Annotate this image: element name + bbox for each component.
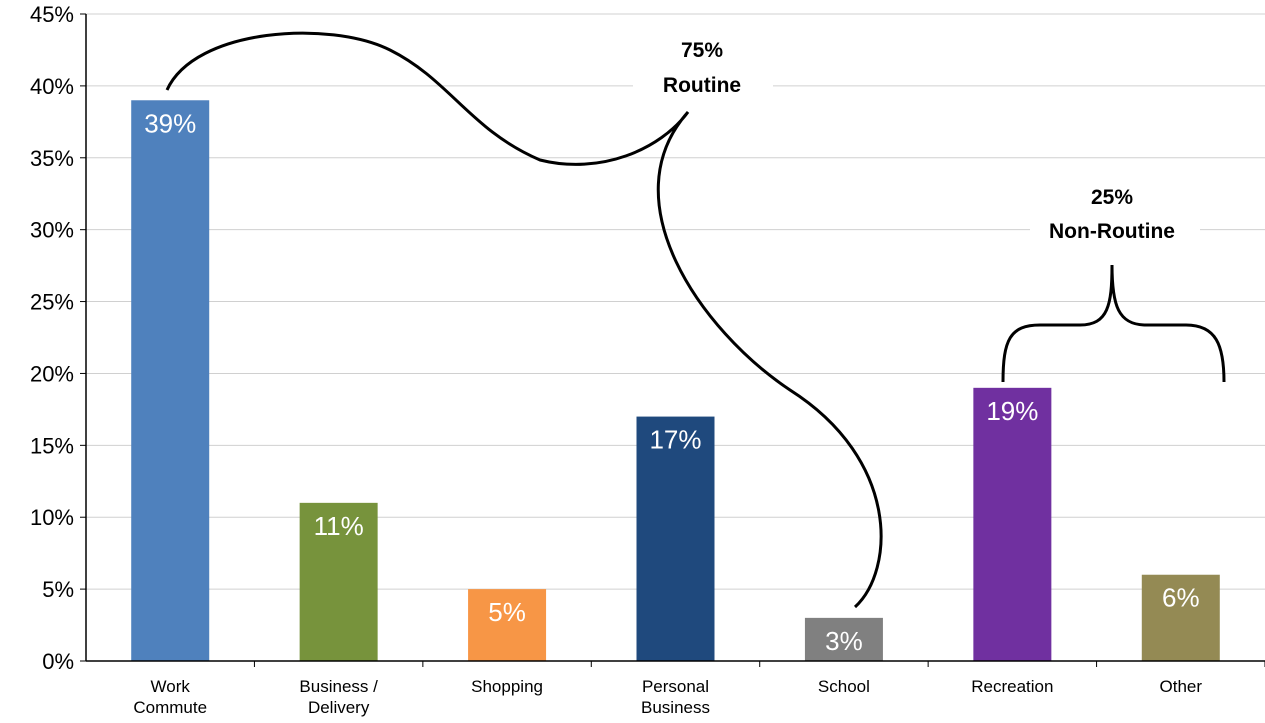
x-tick-label: Recreation bbox=[971, 677, 1053, 696]
data-label: 19% bbox=[986, 396, 1038, 426]
routine-label-bg bbox=[633, 28, 773, 104]
y-tick-label: 20% bbox=[30, 361, 74, 386]
non-routine-label-bg bbox=[1030, 176, 1200, 248]
x-tick-label: Other bbox=[1160, 677, 1203, 696]
bar bbox=[131, 100, 210, 662]
y-tick-label: 45% bbox=[30, 2, 74, 27]
x-tick-label: Shopping bbox=[471, 677, 543, 696]
y-tick-label: 5% bbox=[42, 577, 74, 602]
x-tick-label: School bbox=[818, 677, 870, 696]
y-tick-label: 0% bbox=[42, 649, 74, 674]
routine-label-line2: Routine bbox=[663, 74, 741, 97]
bar bbox=[299, 502, 378, 661]
data-label: 6% bbox=[1162, 583, 1200, 613]
data-label: 17% bbox=[649, 425, 701, 455]
y-tick-label: 10% bbox=[30, 505, 74, 530]
x-tick-label: Business bbox=[641, 698, 710, 717]
data-label: 39% bbox=[144, 108, 196, 138]
y-tick-label: 35% bbox=[30, 146, 74, 171]
bars bbox=[131, 100, 1220, 662]
axes: 0% 5% 10% 15% 20% 25% 30% 35% 40% 45% Work Commute B… bbox=[30, 2, 1265, 717]
y-tick-label: 30% bbox=[30, 218, 74, 243]
routine-label-line1: 75% bbox=[681, 39, 723, 62]
routine-bracket bbox=[165, 31, 883, 609]
bar bbox=[636, 416, 715, 661]
non-routine-label-line2: Non-Routine bbox=[1049, 220, 1175, 243]
data-label: 11% bbox=[314, 511, 364, 541]
bar bbox=[468, 589, 547, 661]
x-tick-label: Delivery bbox=[308, 698, 370, 717]
x-tick-label: Personal bbox=[642, 677, 709, 696]
data-label: 3% bbox=[825, 626, 863, 656]
bar bbox=[1141, 574, 1220, 661]
x-tick-label: Commute bbox=[133, 698, 207, 717]
data-label: 5% bbox=[488, 597, 526, 627]
x-tick-label: Work bbox=[151, 677, 191, 696]
non-routine-label-line1: 25% bbox=[1091, 186, 1133, 209]
non-routine-brace bbox=[1001, 264, 1226, 383]
x-tick-label: Business / bbox=[299, 677, 378, 696]
data-labels: 39% 11% 5% 17% 3% 19% 6% bbox=[144, 108, 1199, 656]
y-tick-label: 15% bbox=[30, 433, 74, 458]
y-tick-label: 40% bbox=[30, 74, 74, 99]
bar bbox=[804, 617, 883, 661]
gridlines bbox=[86, 13, 1265, 590]
y-tick-label: 25% bbox=[30, 290, 74, 315]
bar bbox=[973, 387, 1052, 661]
